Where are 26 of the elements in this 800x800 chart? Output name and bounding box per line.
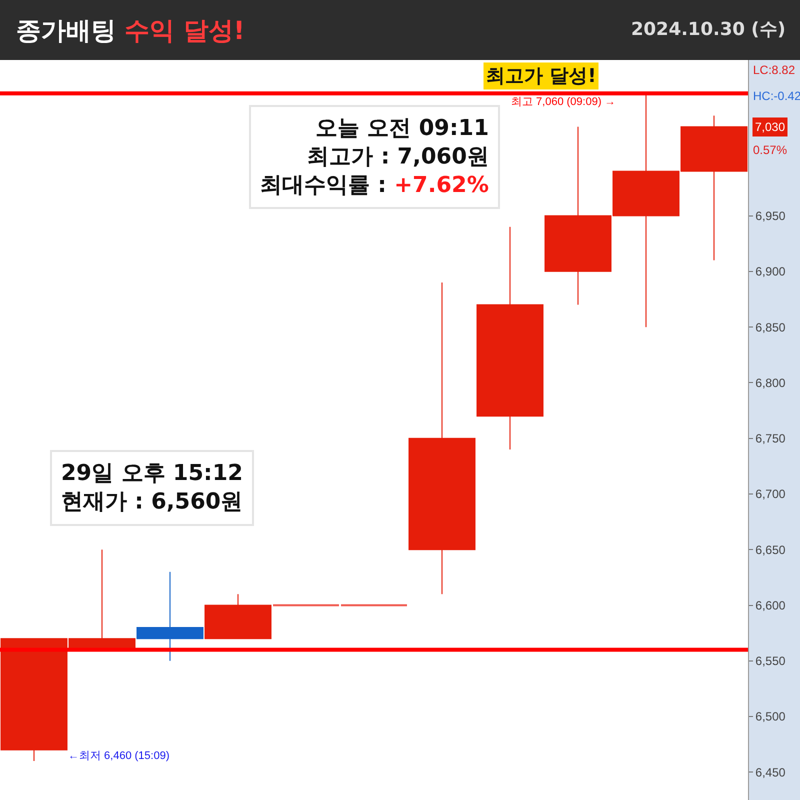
candlestick — [204, 594, 272, 640]
y-tick-label: 6,900 — [755, 264, 786, 279]
candlestick — [408, 282, 476, 595]
y-tick-label: 6,700 — [755, 487, 786, 502]
y-tick-label: 6,500 — [755, 710, 786, 724]
y-tick-label: 6,550 — [755, 654, 786, 668]
chart-title: 종가배팅 수익 달성! — [16, 16, 245, 45]
ref-line-label: 최고 7,060 (09:09) → — [511, 96, 616, 108]
annotation: 오늘 오전 09:11 최고가 : 7,060원 최대수익률 : +7.62% — [260, 116, 489, 198]
candlestick — [136, 571, 204, 662]
y-tick-label: 6,850 — [755, 320, 786, 334]
annotation: 0.57% — [753, 143, 788, 157]
annotation: 29일 오후 15:12 현재가 : 6,560원 — [61, 461, 243, 515]
y-tick-label: 6,950 — [755, 208, 786, 223]
annotation: 최고가 달성! — [486, 65, 596, 87]
y-tick-label: 6,800 — [755, 376, 786, 390]
y-tick-label: 6,450 — [755, 765, 786, 780]
annotation: HC:-0.42 — [753, 89, 800, 103]
annotation: 7,030 — [755, 120, 786, 134]
annotation: ←최저 6,460 (15:09) — [68, 750, 170, 762]
y-tick-label: 6,600 — [755, 598, 786, 612]
y-tick-label: 6,750 — [755, 432, 786, 446]
chart-subtitle: 2024.10.30 (수) — [631, 19, 786, 40]
y-tick-label: 6,650 — [755, 542, 786, 557]
annotation: LC:8.82 — [753, 63, 796, 77]
candlestick — [476, 226, 544, 450]
